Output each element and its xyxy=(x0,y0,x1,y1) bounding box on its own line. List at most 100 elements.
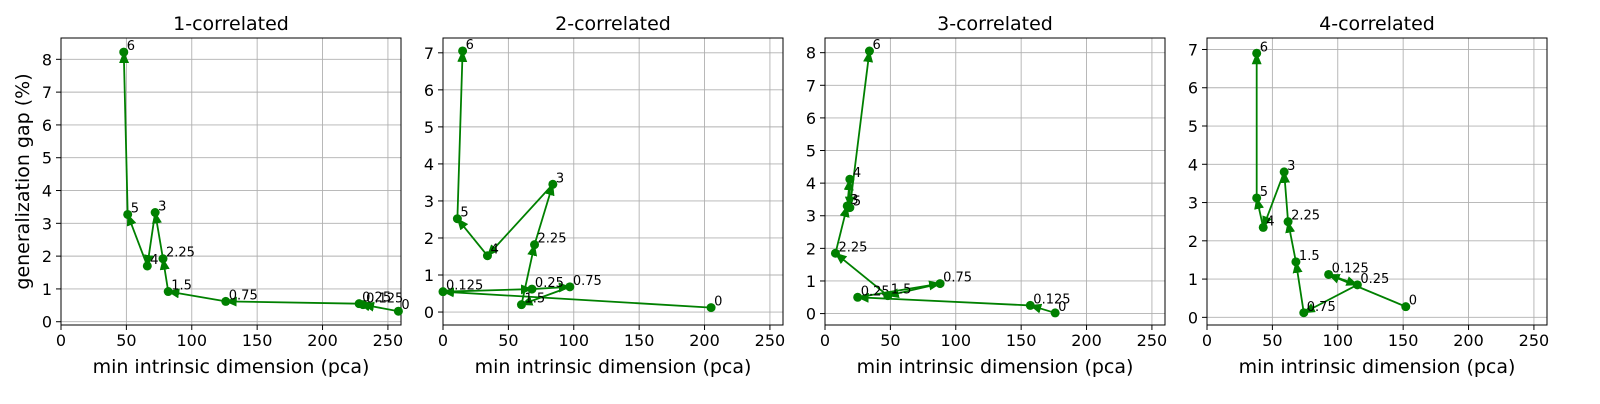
data-label: 1.5 xyxy=(1299,249,1320,264)
data-point xyxy=(1258,222,1268,232)
data-point xyxy=(1299,308,1309,318)
y-tick-label: 7 xyxy=(806,76,816,95)
data-label: 0.25 xyxy=(362,291,391,306)
y-tick-label: 1 xyxy=(42,280,52,299)
data-label: 5 xyxy=(853,195,861,210)
x-axis-label: min intrinsic dimension (pca) xyxy=(1239,356,1516,378)
data-label: 4 xyxy=(490,243,498,258)
y-tick-label: 6 xyxy=(1188,79,1198,98)
data-point xyxy=(516,300,526,310)
data-point xyxy=(565,282,575,292)
y-tick-label: 6 xyxy=(42,116,52,135)
y-tick-label: 7 xyxy=(1188,40,1198,59)
data-label: 1.5 xyxy=(171,279,192,294)
series-arrow-segment xyxy=(848,50,874,208)
y-tick-label: 1 xyxy=(806,272,816,291)
data-label: 0.75 xyxy=(573,274,602,289)
y-tick-label: 0 xyxy=(806,305,816,324)
data-label: 0.75 xyxy=(943,271,972,286)
data-point xyxy=(123,209,133,219)
x-tick-label: 0 xyxy=(56,331,66,350)
plot-frame xyxy=(442,37,784,326)
data-point xyxy=(548,179,558,189)
series-arrow-segment xyxy=(224,296,360,307)
y-tick-label: 7 xyxy=(42,83,52,102)
y-tick-label: 3 xyxy=(42,214,52,233)
x-tick-label: 150 xyxy=(1006,331,1037,350)
series-arrow-segment xyxy=(886,282,941,299)
data-label: 6 xyxy=(872,38,880,53)
data-point xyxy=(1401,302,1411,312)
data-point xyxy=(845,174,855,184)
data-point xyxy=(1252,48,1262,58)
series-arrow-segment xyxy=(834,252,889,297)
data-point xyxy=(706,303,716,313)
data-point xyxy=(1283,217,1293,227)
data-label: 0.25 xyxy=(535,276,564,291)
series-arrow-segment xyxy=(456,49,468,219)
series-arrow-segment xyxy=(167,288,226,303)
y-tick-label: 4 xyxy=(42,182,52,201)
data-label: 0.75 xyxy=(1307,300,1336,315)
y-tick-label: 8 xyxy=(42,50,52,69)
y-tick-label: 5 xyxy=(42,149,52,168)
data-label: 4 xyxy=(1266,214,1274,229)
data-label: 5 xyxy=(460,206,468,221)
data-label: 4 xyxy=(853,166,861,181)
x-tick-label: 250 xyxy=(1137,331,1168,350)
series-arrow-segment xyxy=(834,204,850,254)
x-tick-label: 0 xyxy=(820,331,830,350)
data-label: 0 xyxy=(1058,300,1066,315)
x-tick-label: 250 xyxy=(1519,331,1550,350)
y-tick-label: 6 xyxy=(806,109,816,128)
series-arrow-segment xyxy=(143,212,157,267)
series-arrow-segment xyxy=(119,51,130,215)
data-point xyxy=(530,240,540,250)
x-tick-label: 200 xyxy=(307,331,338,350)
data-point xyxy=(158,254,168,264)
y-tick-label: 3 xyxy=(1188,194,1198,213)
y-tick-label: 1 xyxy=(424,266,434,285)
x-tick-label: 200 xyxy=(1071,331,1102,350)
data-point xyxy=(1025,300,1035,310)
data-label: 6 xyxy=(1260,40,1268,55)
data-label: 0.125 xyxy=(366,292,403,307)
data-label: 0.125 xyxy=(446,279,483,294)
chart-panel-1: 0 50 100 150 200 2500123456781-correlatedmin … xyxy=(42,13,410,378)
data-label: 4 xyxy=(150,253,158,268)
plot-frame xyxy=(1206,37,1548,326)
data-point xyxy=(458,46,468,56)
x-tick-label: 100 xyxy=(558,331,589,350)
x-tick-label: 150 xyxy=(242,331,273,350)
data-label: 0 xyxy=(714,295,722,310)
y-tick-label: 0 xyxy=(42,313,52,332)
data-point xyxy=(163,287,173,297)
data-label: 2.25 xyxy=(538,232,567,247)
data-point xyxy=(393,306,403,316)
series-arrow-segment xyxy=(533,183,555,245)
data-label: 0 xyxy=(401,298,409,313)
series-arrow-segment xyxy=(442,284,533,295)
y-tick-label: 2 xyxy=(806,239,816,258)
series-arrow-segment xyxy=(442,287,712,309)
data-point xyxy=(221,296,231,306)
x-tick-label: 250 xyxy=(755,331,786,350)
chart-title: 1-correlated xyxy=(173,13,289,35)
x-tick-label: 100 xyxy=(1322,331,1353,350)
y-axis-label: generalization gap (%) xyxy=(12,73,34,289)
x-tick-label: 150 xyxy=(1388,331,1419,350)
x-tick-label: 150 xyxy=(624,331,655,350)
data-point xyxy=(438,287,448,297)
x-axis-label: min intrinsic dimension (pca) xyxy=(93,356,370,378)
series-arrow-segment xyxy=(126,213,149,267)
data-label: 2.25 xyxy=(1291,209,1320,224)
data-point xyxy=(1279,167,1289,177)
series-arrow-segment xyxy=(1262,171,1285,229)
series-arrow-segment xyxy=(531,282,571,293)
data-point xyxy=(1352,280,1362,290)
data-point xyxy=(845,203,855,213)
series-arrow-segment xyxy=(520,286,571,306)
series-arrow-segment xyxy=(1280,170,1291,222)
chart-title: 4-correlated xyxy=(1319,13,1435,35)
data-label: 3 xyxy=(158,199,166,214)
